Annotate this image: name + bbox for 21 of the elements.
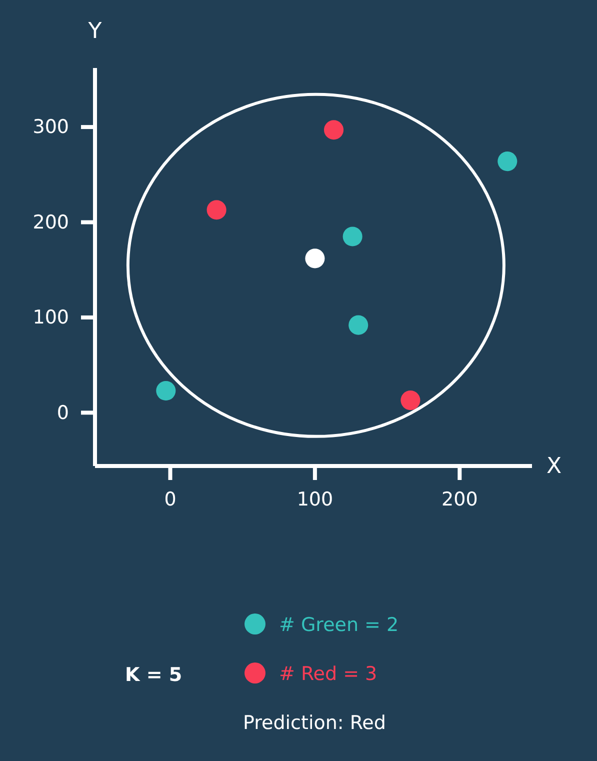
- text: Prediction: Red: [243, 712, 386, 734]
- x-tick-label: 100: [296, 488, 334, 510]
- y-tick-label: 200: [32, 211, 69, 234]
- x-tick-label: 200: [442, 488, 478, 510]
- x-axis-title: X: [546, 454, 562, 479]
- point: [324, 120, 344, 140]
- point: [342, 226, 362, 246]
- point: [305, 248, 325, 268]
- point: [206, 200, 226, 220]
- legend-label: # Red = 3: [279, 663, 378, 685]
- y-tick-label: 300: [32, 116, 69, 138]
- text: K = 5: [125, 664, 182, 686]
- y-tick-label: 0: [56, 402, 69, 424]
- point: [400, 390, 420, 410]
- point: [498, 152, 518, 172]
- y-tick-label: 100: [32, 306, 69, 329]
- x-tick-label: 0: [164, 488, 176, 510]
- legend-label: # Green = 2: [279, 614, 399, 636]
- point: [348, 315, 368, 335]
- point: [156, 381, 176, 401]
- y-axis-title: Y: [87, 19, 102, 44]
